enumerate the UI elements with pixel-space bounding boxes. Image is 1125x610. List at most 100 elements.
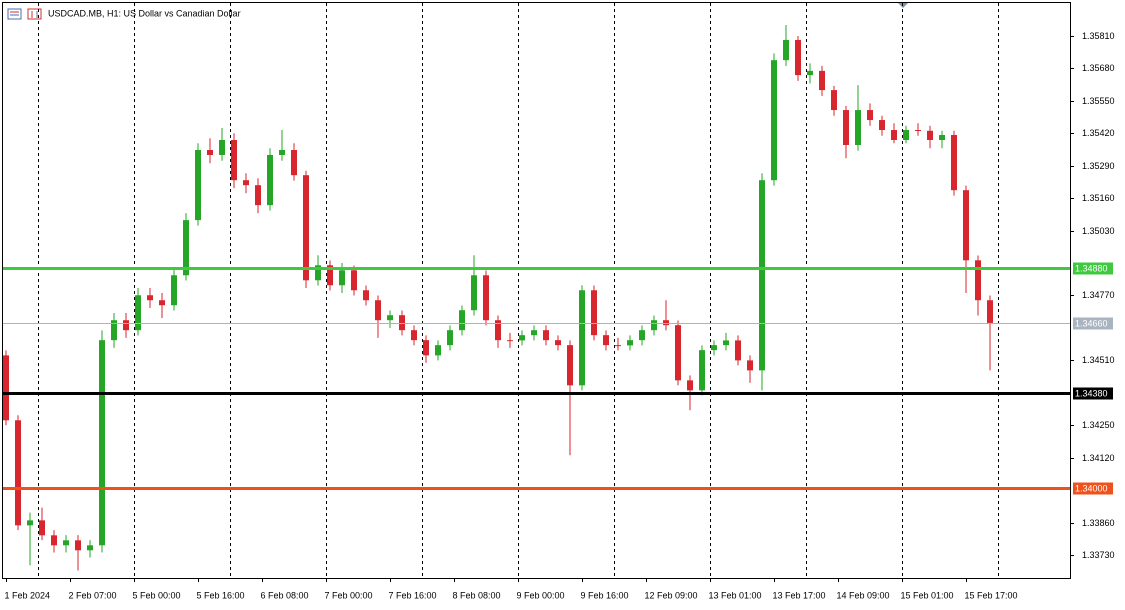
candle-body xyxy=(435,345,441,356)
candle-body xyxy=(831,90,837,111)
x-tick-label: 13 Feb 01:00 xyxy=(709,590,762,600)
candle-body xyxy=(843,110,849,145)
axes: 1.35810 1.35680 1.35550 1.35420 1.35290 1.351… xyxy=(5,31,1115,601)
levels: 1.34880 1.34660 1.34380 1.34000 xyxy=(3,262,1113,495)
candle-body xyxy=(543,330,549,341)
candle-body xyxy=(651,320,657,331)
candle-body xyxy=(759,180,765,371)
candle-body xyxy=(771,60,777,181)
x-tick-label: 9 Feb 16:00 xyxy=(581,590,629,600)
candle-body xyxy=(303,175,309,281)
level-label-box xyxy=(1073,262,1113,275)
level-label: 1.34380 xyxy=(1075,388,1108,398)
y-tick-label: 1.35420 xyxy=(1082,128,1115,138)
candle-body xyxy=(315,265,321,281)
candle-body xyxy=(735,340,741,361)
candle-body xyxy=(975,260,981,301)
candle-body xyxy=(603,335,609,346)
candle-body xyxy=(915,130,921,132)
candle-body xyxy=(243,180,249,186)
candle-body xyxy=(579,290,585,386)
candle-body xyxy=(987,300,993,323)
candle-body xyxy=(267,154,273,206)
candle-body xyxy=(459,310,465,331)
y-tick-label: 1.34250 xyxy=(1082,420,1115,430)
x-tick-label: 13 Feb 17:00 xyxy=(773,590,826,600)
level-label: 1.34880 xyxy=(1075,263,1108,273)
candle-body xyxy=(375,300,381,321)
x-tick-label: 14 Feb 09:00 xyxy=(837,590,890,600)
candle-body xyxy=(855,110,861,145)
candle-body xyxy=(615,345,621,347)
candle-body xyxy=(507,340,513,342)
candle-body xyxy=(363,290,369,301)
candle-body xyxy=(75,540,81,551)
candle-body xyxy=(447,330,453,346)
level-label: 1.34660 xyxy=(1075,318,1108,328)
y-tick-label: 1.33730 xyxy=(1082,550,1115,560)
candle-body xyxy=(207,149,213,155)
chart-title: USDCAD.MB, H1: US Dollar vs Canadian Dol… xyxy=(48,8,241,18)
x-tick-label: 12 Feb 09:00 xyxy=(645,590,698,600)
candle-body xyxy=(15,420,21,526)
x-tick-label: 8 Feb 08:00 xyxy=(453,590,501,600)
plot-frame xyxy=(2,2,1071,579)
candle-body xyxy=(819,70,825,91)
candle-body xyxy=(171,275,177,306)
y-tick-label: 1.35290 xyxy=(1082,161,1115,171)
candle-body xyxy=(723,340,729,346)
level-label-box xyxy=(1073,387,1113,400)
candle-body xyxy=(867,110,873,121)
candle-body xyxy=(555,340,561,346)
candle-body xyxy=(807,70,813,76)
candle-body xyxy=(63,540,69,546)
x-tick-label: 2 Feb 07:00 xyxy=(69,590,117,600)
y-tick-label: 1.35680 xyxy=(1082,63,1115,73)
candle-body xyxy=(183,220,189,276)
candle-body xyxy=(639,330,645,341)
candle-body xyxy=(231,140,237,181)
x-tick-label: 15 Feb 01:00 xyxy=(901,590,954,600)
candle-body xyxy=(339,270,345,286)
x-tick-label: 6 Feb 08:00 xyxy=(261,590,309,600)
y-tick-label: 1.33860 xyxy=(1082,518,1115,528)
title-icons xyxy=(7,8,42,20)
candle-body xyxy=(591,290,597,336)
y-tick-label: 1.35030 xyxy=(1082,226,1115,236)
candle-body xyxy=(483,275,489,321)
x-tick-label: 7 Feb 00:00 xyxy=(325,590,373,600)
y-tick-label: 1.35550 xyxy=(1082,96,1115,106)
candle-body xyxy=(471,275,477,311)
candle-body xyxy=(279,149,285,155)
candle-body xyxy=(879,120,885,131)
candle-body xyxy=(903,130,909,141)
candle-body xyxy=(747,360,753,371)
candle-body xyxy=(87,545,93,551)
x-tick-label: 5 Feb 16:00 xyxy=(197,590,245,600)
candle-body xyxy=(519,335,525,341)
candle-body xyxy=(687,380,693,391)
y-tick-label: 1.35160 xyxy=(1082,193,1115,203)
y-tick-label: 1.35810 xyxy=(1082,31,1115,41)
level-label-box xyxy=(1073,482,1113,495)
candle-body xyxy=(711,345,717,351)
candle-body xyxy=(3,355,9,421)
candle-body xyxy=(147,295,153,301)
candle-body xyxy=(627,340,633,346)
icon xyxy=(7,8,22,20)
x-tick-label: 1 Feb 2024 xyxy=(5,590,51,600)
candle-body xyxy=(351,270,357,291)
level-label: 1.34000 xyxy=(1075,483,1108,493)
candle-body xyxy=(927,130,933,141)
candle-body xyxy=(39,520,45,536)
candle-body xyxy=(783,39,789,61)
candle-body xyxy=(27,520,33,526)
candle-body xyxy=(495,320,501,341)
candle-body xyxy=(195,149,201,221)
candle-body xyxy=(159,300,165,306)
x-tick-label: 5 Feb 00:00 xyxy=(133,590,181,600)
candle-body xyxy=(951,135,957,191)
candle-body xyxy=(963,190,969,261)
